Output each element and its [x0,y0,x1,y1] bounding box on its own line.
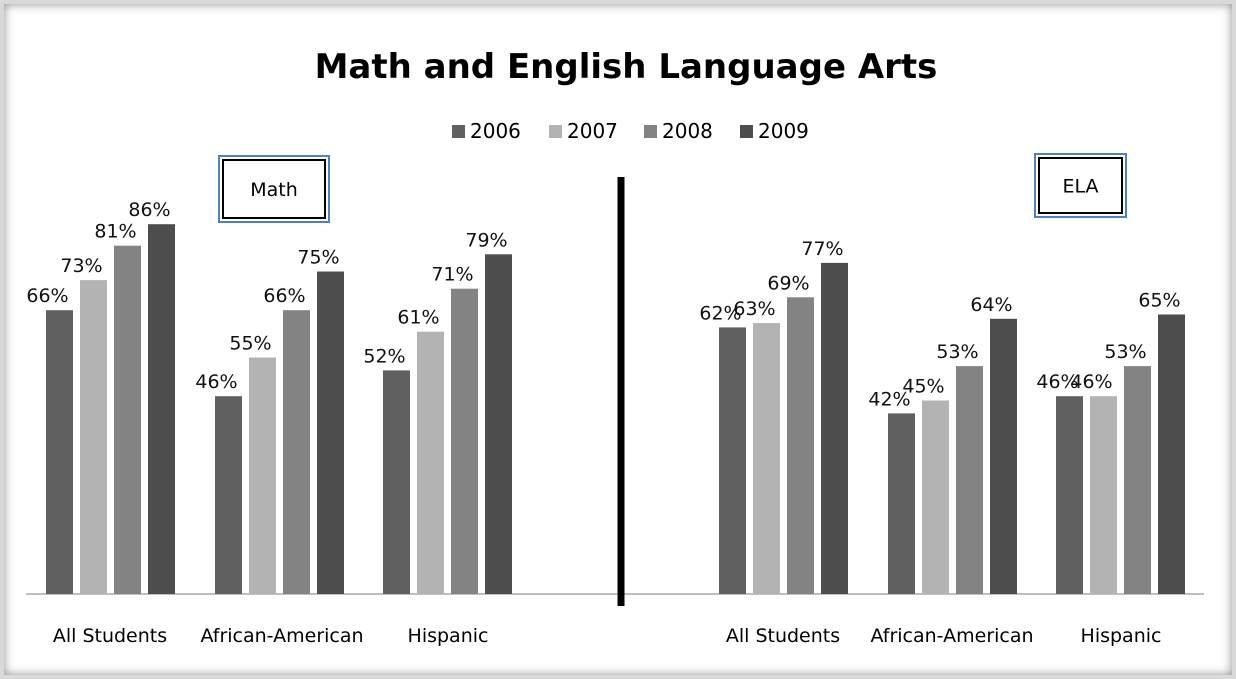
value-labels-group: 66%73%81%86%46%55%66%75%52%61%71%79%62%6… [26,199,1180,410]
bar-math-african-american-2008 [283,310,310,594]
bar-math-all-students-2006 [46,310,73,594]
value-label-math-african-american-2009: 75% [297,247,339,269]
value-label-ela-all-students-2006: 62% [699,302,741,324]
value-label-ela-african-american-2009: 64% [970,294,1012,316]
value-label-ela-hispanic-2008: 53% [1104,341,1146,363]
category-label-math-hispanic: Hispanic [408,625,489,647]
category-label-ela-all-students: All Students [726,625,840,647]
legend-swatch-2007 [549,125,562,138]
legend-label-2007: 2007 [567,119,618,143]
category-label-ela-african-american: African-American [870,625,1033,647]
panel-box-inner-math [222,159,326,219]
bar-math-african-american-2007 [249,357,276,594]
legend-label-2006: 2006 [470,119,521,143]
value-label-ela-hispanic-2007: 46% [1070,371,1112,393]
value-label-math-hispanic-2008: 71% [431,264,473,286]
value-label-ela-african-american-2008: 53% [936,341,978,363]
chart-frame: Math and English Language Arts 2006 2007 2… [4,4,1232,675]
bar-math-all-students-2007 [80,280,107,594]
legend-swatch-2008 [644,125,657,138]
panel-label-ela: ELA [1062,176,1098,198]
legend-swatch-2009 [740,125,753,138]
bar-ela-hispanic-2009 [1158,314,1185,594]
value-label-math-all-students-2008: 81% [94,221,136,243]
bar-math-african-american-2006 [215,396,242,594]
bar-ela-all-students-2007 [753,323,780,594]
bar-ela-all-students-2009 [821,262,848,594]
bar-ela-all-students-2006 [719,327,746,594]
bar-math-all-students-2009 [148,224,175,594]
value-label-math-hispanic-2007: 61% [397,307,439,329]
value-label-math-african-american-2006: 46% [195,371,237,393]
bar-ela-hispanic-2006 [1056,396,1083,594]
value-label-math-african-american-2007: 55% [229,333,271,355]
value-label-ela-hispanic-2006: 46% [1036,371,1078,393]
bar-math-hispanic-2006 [383,370,410,594]
chart: Math and English Language Arts 2006 2007 2… [26,47,1204,647]
bar-ela-african-american-2006 [888,413,915,594]
panel-label-boxes: Math ELA [218,153,1127,223]
category-label-ela-hispanic: Hispanic [1081,625,1162,647]
value-label-ela-all-students-2007: 63% [733,298,775,320]
legend-swatch-2006 [452,125,465,138]
value-label-math-all-students-2006: 66% [26,285,68,307]
bar-math-hispanic-2008 [451,288,478,594]
legend-label-2008: 2008 [662,119,713,143]
panel-box-inner-ela [1038,157,1123,214]
legend-label-2009: 2009 [758,119,809,143]
value-label-math-hispanic-2006: 52% [363,345,405,367]
value-label-ela-hispanic-2009: 65% [1138,290,1180,312]
bar-ela-hispanic-2008 [1124,366,1151,594]
panel-label-math: Math [250,179,298,201]
panel-box-ela [1034,153,1127,218]
panel-box-math [218,155,330,223]
bar-ela-all-students-2008 [787,297,814,594]
value-label-ela-african-american-2007: 45% [902,376,944,398]
value-label-math-hispanic-2009: 79% [465,229,507,251]
value-label-ela-african-american-2006: 42% [868,388,910,410]
value-label-math-all-students-2009: 86% [128,199,170,221]
category-label-math-all-students: All Students [53,625,167,647]
bar-ela-african-american-2008 [956,366,983,594]
bar-ela-hispanic-2007 [1090,396,1117,594]
category-label-math-african-american: African-American [200,625,363,647]
value-label-ela-all-students-2008: 69% [767,272,809,294]
bars-group [46,224,1185,595]
bar-math-hispanic-2007 [417,331,444,594]
bar-math-hispanic-2009 [485,254,512,595]
bar-ela-african-american-2007 [922,400,949,594]
bar-math-all-students-2008 [114,245,141,594]
bar-math-african-american-2009 [317,271,344,594]
value-label-math-all-students-2007: 73% [60,255,102,277]
category-labels-group: All Students African-American Hispanic All … [53,625,1162,647]
value-label-math-african-american-2008: 66% [263,285,305,307]
chart-title: Math and English Language Arts [315,47,938,87]
legend: 2006 2007 2008 2009 [452,119,809,143]
value-label-ela-all-students-2009: 77% [801,238,843,260]
bar-ela-african-american-2009 [990,318,1017,594]
